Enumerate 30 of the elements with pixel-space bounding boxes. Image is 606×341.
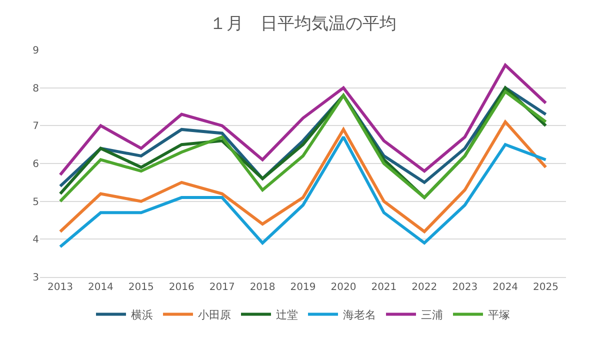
y-tick-label: 4 [32,234,39,246]
y-tick-label: 8 [32,83,39,94]
y-tick-label: 7 [32,121,39,132]
x-tick-label: 2015 [128,282,154,293]
legend-label: 海老名 [343,308,376,322]
y-tick-label: 5 [32,196,39,208]
x-tick-label: 2024 [492,282,518,293]
x-tick-label: 2017 [209,282,235,293]
x-tick-label: 2018 [250,282,276,293]
x-tick-label: 2014 [88,282,114,293]
x-tick-label: 2021 [371,282,397,293]
x-tick-label: 2013 [48,282,73,293]
x-tick-label: 2020 [330,282,356,293]
legend-label: 三浦 [421,308,443,322]
y-tick-label: 3 [32,272,39,284]
x-tick-label: 2016 [168,282,194,293]
y-tick-label: 6 [32,159,39,170]
y-tick-label: 9 [32,46,39,56]
line-series [58,136,548,248]
legend-label: 小田原 [198,308,231,322]
legend-label: 辻堂 [276,308,298,322]
x-tick-label: 2025 [533,282,558,293]
legend-label: 平塚 [488,308,510,322]
line-series [58,64,548,176]
x-tick-label: 2019 [290,282,316,293]
x-tick-label: 2022 [412,282,438,293]
chart-title: １月 日平均気温の平均 [210,14,396,34]
line-series [58,120,548,234]
legend-label: 横浜 [131,308,153,322]
x-tick-label: 2023 [452,282,478,293]
